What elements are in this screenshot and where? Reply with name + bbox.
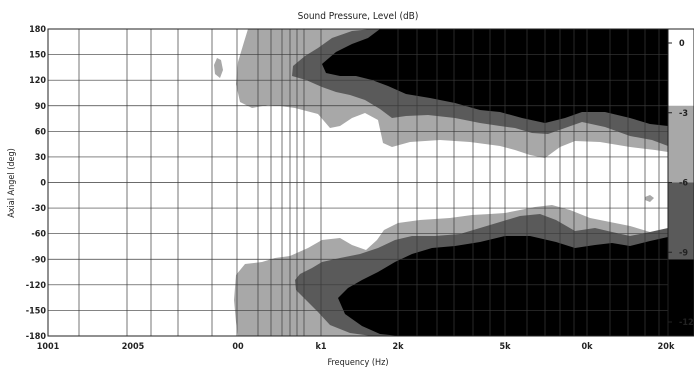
colorbar-label: 0 xyxy=(679,39,685,49)
x-tick-label: 1001 xyxy=(37,342,60,352)
contour-black-lower xyxy=(338,236,668,336)
y-tick-label: 0 xyxy=(40,179,46,189)
x-tick-label: 00 xyxy=(232,342,244,352)
contour-island-right xyxy=(645,195,654,202)
y-tick-label: -60 xyxy=(31,230,46,240)
y-tick-label: -90 xyxy=(31,255,46,265)
y-tick-label: -30 xyxy=(31,204,46,214)
y-tick-label: 120 xyxy=(29,76,46,86)
plot-area xyxy=(47,28,669,337)
colorbar-swatch xyxy=(668,105,694,183)
y-tick-label: -180 xyxy=(26,332,47,342)
chart-title: Sound Pressure, Level (dB) xyxy=(298,11,419,22)
y-axis-title: Axial Angel (deg) xyxy=(7,148,17,218)
y-tick-label: 150 xyxy=(29,51,46,61)
contour-island-left xyxy=(214,58,223,78)
colorbar-label: -6 xyxy=(679,179,688,189)
plot-grid xyxy=(48,29,668,336)
x-tick-label: 20k xyxy=(658,342,675,352)
y-tick-label: -120 xyxy=(26,281,47,291)
colorbar-label: -3 xyxy=(679,109,688,119)
x-tick-label: 2k xyxy=(392,342,404,352)
colorbar-label: -12 xyxy=(679,318,694,328)
y-tick-labels: 180 150 120 90 60 30 0 -30 -60 -90 -120 -150 -180 xyxy=(26,25,47,342)
y-tick-label: -150 xyxy=(26,306,47,316)
colorbar-swatch xyxy=(668,259,694,336)
y-tick-label: 30 xyxy=(35,153,47,163)
x-tick-label: 2005 xyxy=(122,342,145,352)
x-tick-label: k1 xyxy=(315,342,326,352)
y-tick-label: 60 xyxy=(35,127,47,137)
x-tick-label: 0k xyxy=(581,342,593,352)
colorbar: 0 -3 -6 -9 -12 xyxy=(667,28,694,337)
colorbar-swatch xyxy=(668,182,694,260)
x-tick-labels: 1001 2005 00 k1 2k 5k 0k 20k xyxy=(37,342,675,352)
y-tick-label: 180 xyxy=(29,25,46,35)
y-tick-label: 90 xyxy=(35,102,47,112)
colorbar-swatch xyxy=(668,29,694,106)
x-tick-label: 5k xyxy=(499,342,511,352)
x-axis-title: Frequency (Hz) xyxy=(328,358,389,368)
colorbar-label: -9 xyxy=(679,248,688,258)
contour-black-upper xyxy=(322,29,668,126)
